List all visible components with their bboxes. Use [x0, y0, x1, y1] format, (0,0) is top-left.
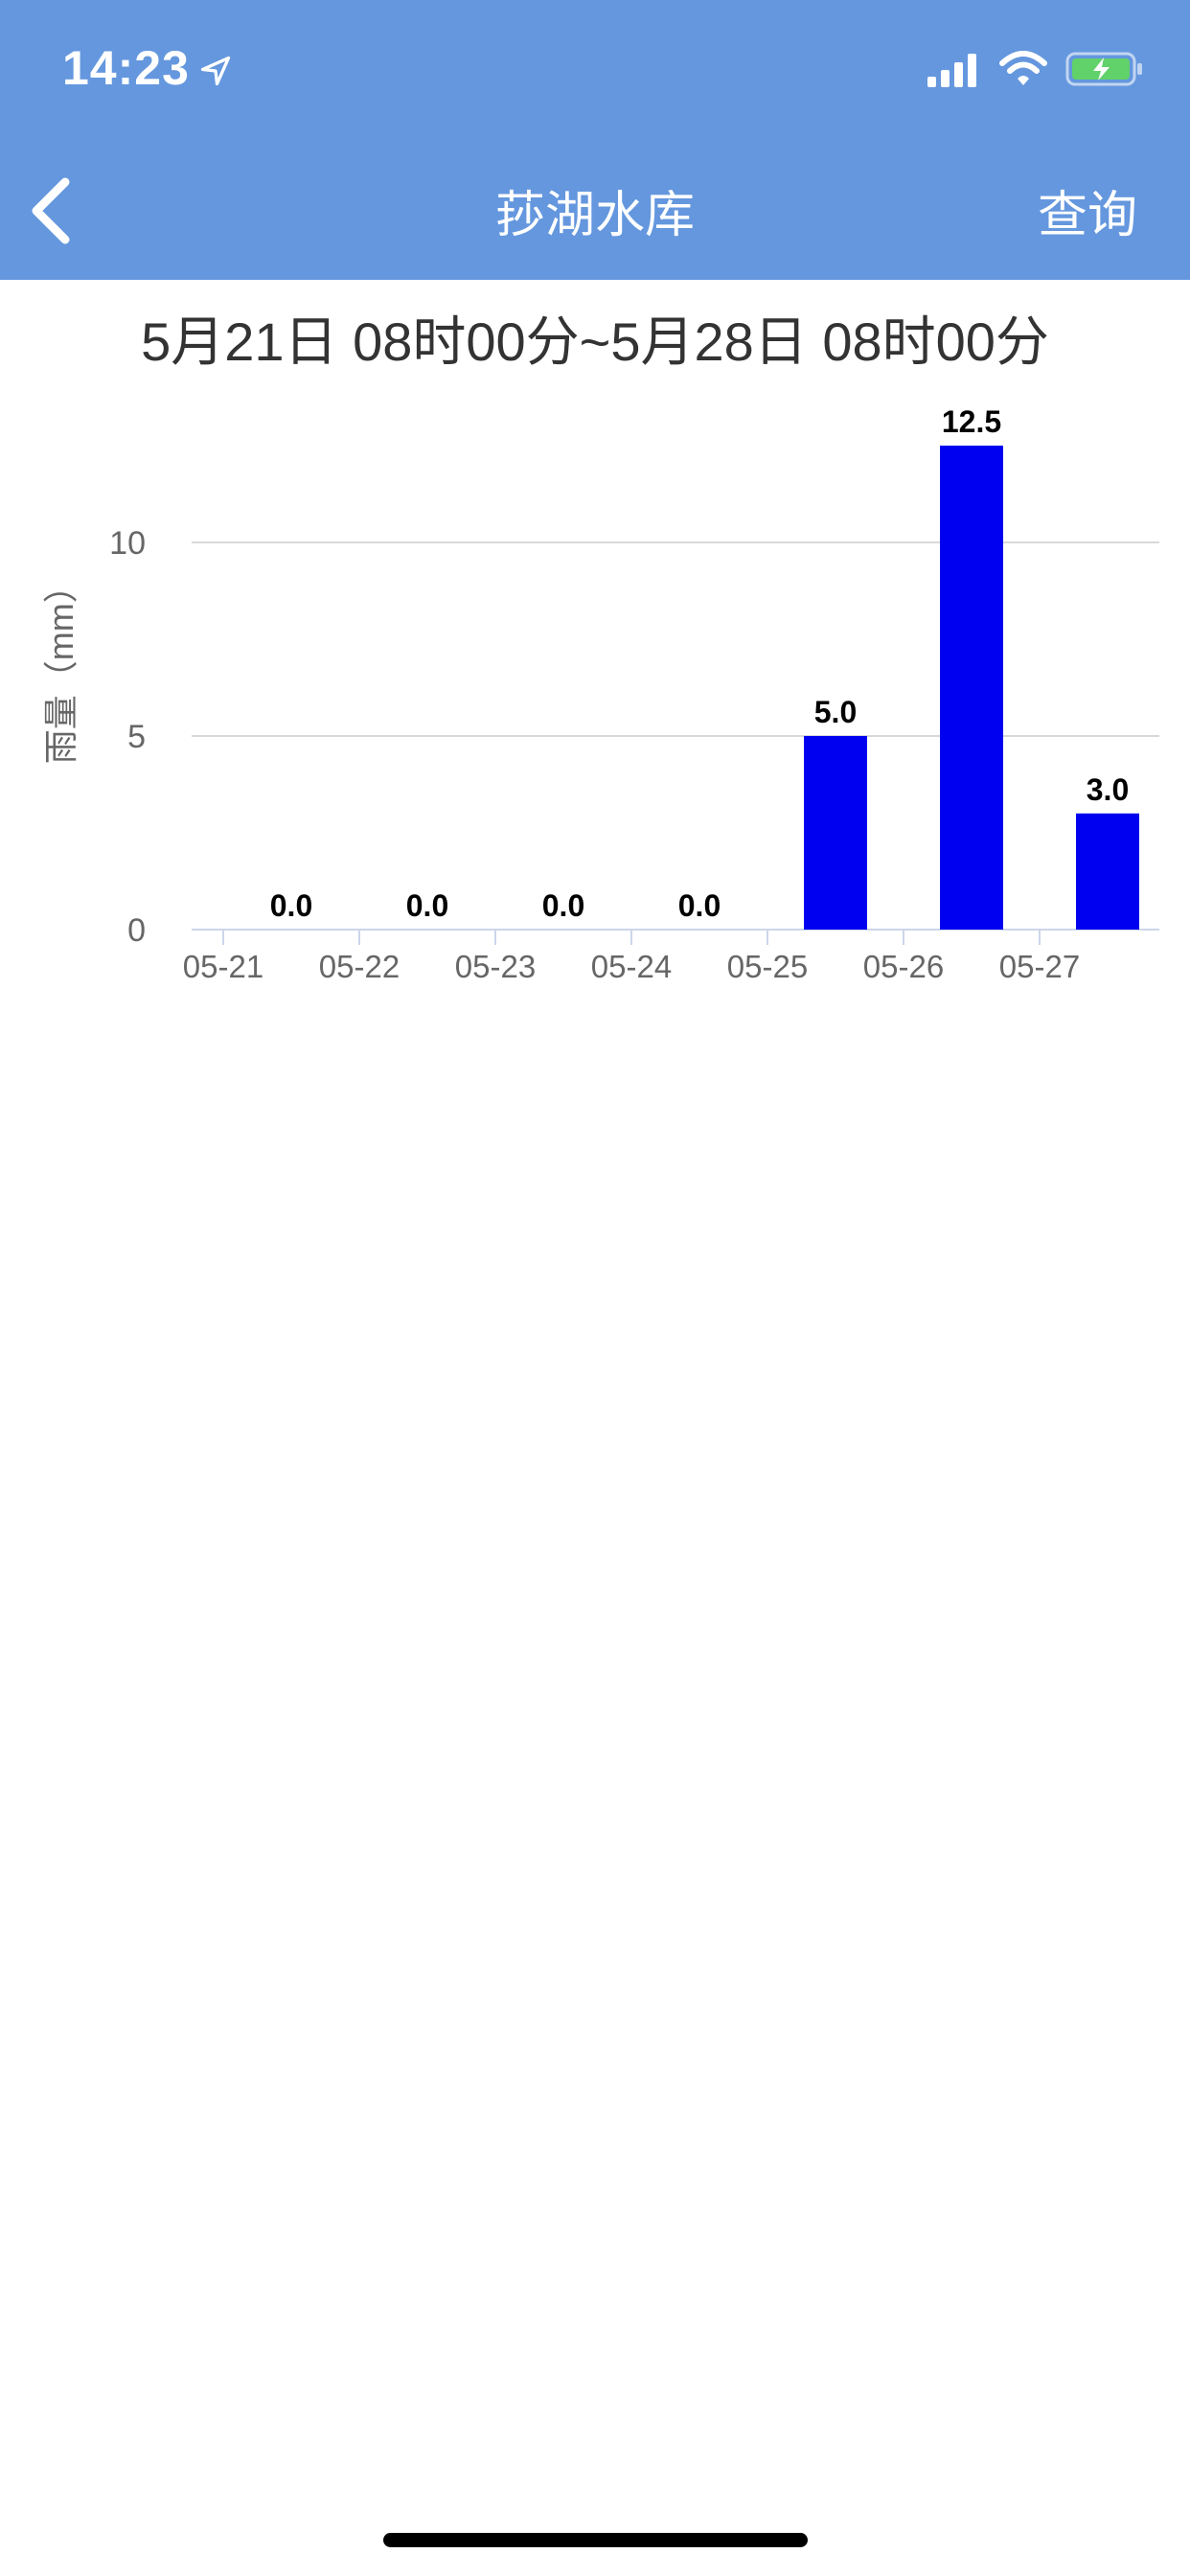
- cellular-signal-icon: [927, 54, 976, 87]
- y-tick-label: 5: [127, 719, 146, 755]
- data-label: 0.0: [542, 888, 584, 923]
- date-range-label: 5月21日 08时00分~5月28日 08时00分: [141, 311, 1049, 372]
- chart-canvas: 0510雨量（mm）05-210.005-220.005-230.005-240…: [41, 404, 1159, 984]
- app-header: 14:23 莏湖水库 查询: [0, 0, 1190, 280]
- home-indicator: [383, 2533, 808, 2547]
- wifi-icon: [999, 51, 1047, 85]
- data-label: 12.5: [942, 404, 1001, 439]
- x-tick-label: 05-27: [999, 949, 1080, 984]
- x-tick-label: 05-24: [591, 949, 672, 984]
- y-axis-title: 雨量（mm）: [41, 568, 80, 764]
- data-label: 0.0: [678, 888, 721, 923]
- rainfall-bar-chart: 0 5 10 雨量（mm） 05-21 0.0 05-22 0.0 05-23 0.0 05-24 0…: [0, 383, 1190, 1016]
- bar: [1076, 813, 1139, 930]
- page-title: 莏湖水库: [494, 188, 695, 243]
- x-tick-label: 05-26: [863, 949, 944, 984]
- bar: [940, 446, 1003, 930]
- data-label: 0.0: [406, 888, 448, 923]
- bar: [804, 736, 867, 930]
- battery-charging-icon: [1065, 52, 1142, 86]
- data-label: 3.0: [1087, 772, 1129, 807]
- y-tick-label: 10: [109, 525, 146, 562]
- x-tick-label: 05-22: [319, 949, 400, 984]
- data-label: 5.0: [814, 695, 857, 729]
- query-button[interactable]: 查询: [1037, 188, 1137, 243]
- data-label: 0.0: [270, 888, 312, 923]
- x-tick-label: 05-25: [727, 949, 808, 984]
- x-tick-label: 05-23: [455, 949, 536, 984]
- location-arrow-icon: [200, 56, 231, 86]
- y-tick-label: 0: [127, 912, 146, 949]
- back-button[interactable]: [19, 172, 86, 249]
- x-tick-label: 05-21: [183, 949, 263, 984]
- status-time: 14:23: [62, 41, 190, 95]
